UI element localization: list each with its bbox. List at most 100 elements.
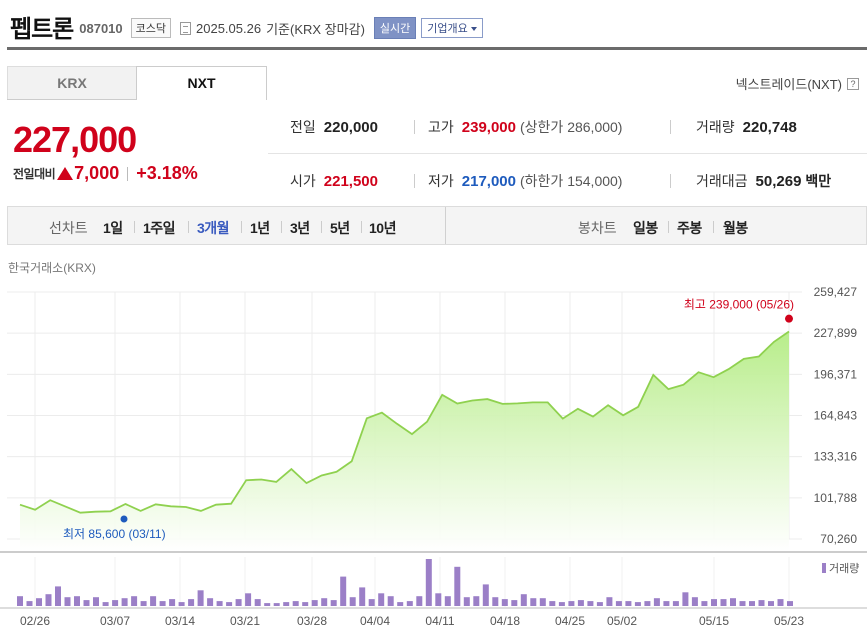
volume-bar [283, 602, 290, 606]
toolbar-separator [134, 221, 135, 233]
stat-open: 시가 221,500 [290, 171, 378, 191]
volume-bar [264, 603, 271, 606]
volume-bar [520, 594, 527, 606]
stat-label: 전일 [290, 119, 316, 135]
stat-separator [670, 174, 671, 188]
stat-trade-value: 거래대금 50,269 백만 [696, 171, 831, 191]
x-tick-label: 03/14 [165, 614, 195, 628]
stat-value: 239,000 [461, 119, 516, 136]
up-triangle-icon [57, 167, 74, 180]
volume-bar [511, 600, 518, 606]
stock-name: 펩트론 [10, 15, 74, 43]
volume-bars [17, 559, 793, 606]
volume-bar [644, 601, 651, 606]
volume-bar [359, 587, 366, 606]
help-icon[interactable]: ? [847, 77, 859, 90]
max-point-marker [785, 314, 793, 323]
stat-label: 거래량 [696, 119, 735, 135]
volume-bar [435, 593, 442, 606]
volume-bar [26, 601, 33, 606]
x-tick-label: 05/02 [607, 614, 637, 628]
stat-prev-close: 전일 220,000 [290, 117, 378, 137]
volume-bar [568, 601, 575, 606]
volume-bar [549, 601, 556, 606]
candle-monthly[interactable]: 월봉 [723, 220, 748, 236]
period-3m[interactable]: 3개월 [197, 220, 230, 236]
volume-bar [416, 596, 423, 606]
x-tick-label: 04/25 [555, 614, 585, 628]
stat-value: 217,000 [461, 173, 516, 190]
candle-chart-label: 봉차트 [578, 220, 617, 236]
tab-krx[interactable]: KRX [7, 66, 136, 100]
toolbar-separator [361, 221, 362, 233]
volume-bar [577, 600, 584, 606]
volume-bar [112, 600, 119, 606]
volume-bar [17, 596, 23, 606]
x-tick-label: 03/28 [297, 614, 327, 628]
period-3y[interactable]: 3년 [290, 220, 310, 236]
y-tick-label: 133,316 [814, 450, 858, 464]
price-change: 전일대비 7,000 +3.18% [13, 163, 198, 184]
volume-bar [425, 559, 432, 606]
volume-bar [55, 586, 61, 606]
volume-bar [36, 598, 42, 606]
volume-bar [368, 599, 375, 606]
volume-bar [606, 597, 613, 606]
x-tick-label: 05/15 [699, 614, 729, 628]
y-tick-label: 259,427 [814, 285, 858, 299]
period-10y[interactable]: 10년 [369, 220, 396, 236]
stat-label: 고가 [428, 119, 454, 135]
volume-bar [558, 602, 565, 606]
candle-daily[interactable]: 일봉 [633, 220, 658, 236]
volume-bar [587, 601, 594, 606]
volume-bar [463, 597, 470, 606]
change-label: 전일대비 [13, 167, 56, 181]
realtime-button[interactable]: 실시간 [373, 16, 417, 39]
period-1w[interactable]: 1주일 [143, 220, 176, 236]
price-line [19, 330, 790, 514]
candle-weekly[interactable]: 주봉 [677, 220, 702, 236]
volume-bar [349, 597, 356, 606]
stat-label: 저가 [428, 173, 454, 189]
x-tick-label: 04/18 [490, 614, 520, 628]
volume-bar [197, 590, 204, 606]
volume-bar [302, 602, 309, 606]
nextrade-link[interactable]: 넥스트레이드(NXT) ? [736, 74, 859, 93]
period-5y[interactable]: 5년 [330, 220, 350, 236]
stat-volume: 거래량 220,748 [696, 117, 797, 137]
volume-bar [226, 602, 233, 606]
y-tick-label: 164,843 [814, 409, 858, 423]
volume-legend-swatch [822, 563, 826, 573]
x-tick-label: 03/21 [230, 614, 260, 628]
tab-nxt[interactable]: NXT [136, 66, 267, 100]
stat-unit: 백만 [805, 173, 832, 189]
volume-bar [454, 566, 461, 606]
x-tick-label: 05/23 [774, 614, 804, 628]
period-1y[interactable]: 1년 [250, 220, 270, 236]
volume-bar [653, 598, 660, 606]
volume-bar [216, 601, 223, 606]
volume-bar [739, 601, 746, 606]
x-tick-label: 03/07 [100, 614, 130, 628]
volume-bar [340, 576, 347, 606]
volume-bar [406, 601, 413, 606]
volume-bar [83, 600, 90, 606]
stat-value: 220,000 [323, 119, 378, 136]
period-1d[interactable]: 1일 [103, 220, 123, 236]
volume-bar [131, 596, 138, 606]
chart-labels: 259,427 227,899 196,371 164,843 133,316 101,7… [20, 285, 859, 628]
company-overview-label: 기업개요 [427, 22, 468, 35]
stat-separator [414, 174, 415, 188]
stat-low: 저가 217,000 (하한가 154,000) [428, 171, 622, 191]
toolbar-separator [321, 221, 322, 233]
y-tick-label: 227,899 [814, 326, 858, 340]
volume-bar [701, 601, 708, 606]
nextrade-link-label: 넥스트레이드(NXT) [735, 77, 842, 92]
min-point-marker [120, 515, 128, 523]
company-overview-button[interactable]: 기업개요 [421, 17, 483, 38]
volume-bar [207, 598, 214, 606]
market-badge: 코스닥 [130, 17, 172, 38]
volume-bar [311, 600, 318, 606]
volume-bar [292, 601, 299, 606]
volume-bar [121, 598, 128, 606]
